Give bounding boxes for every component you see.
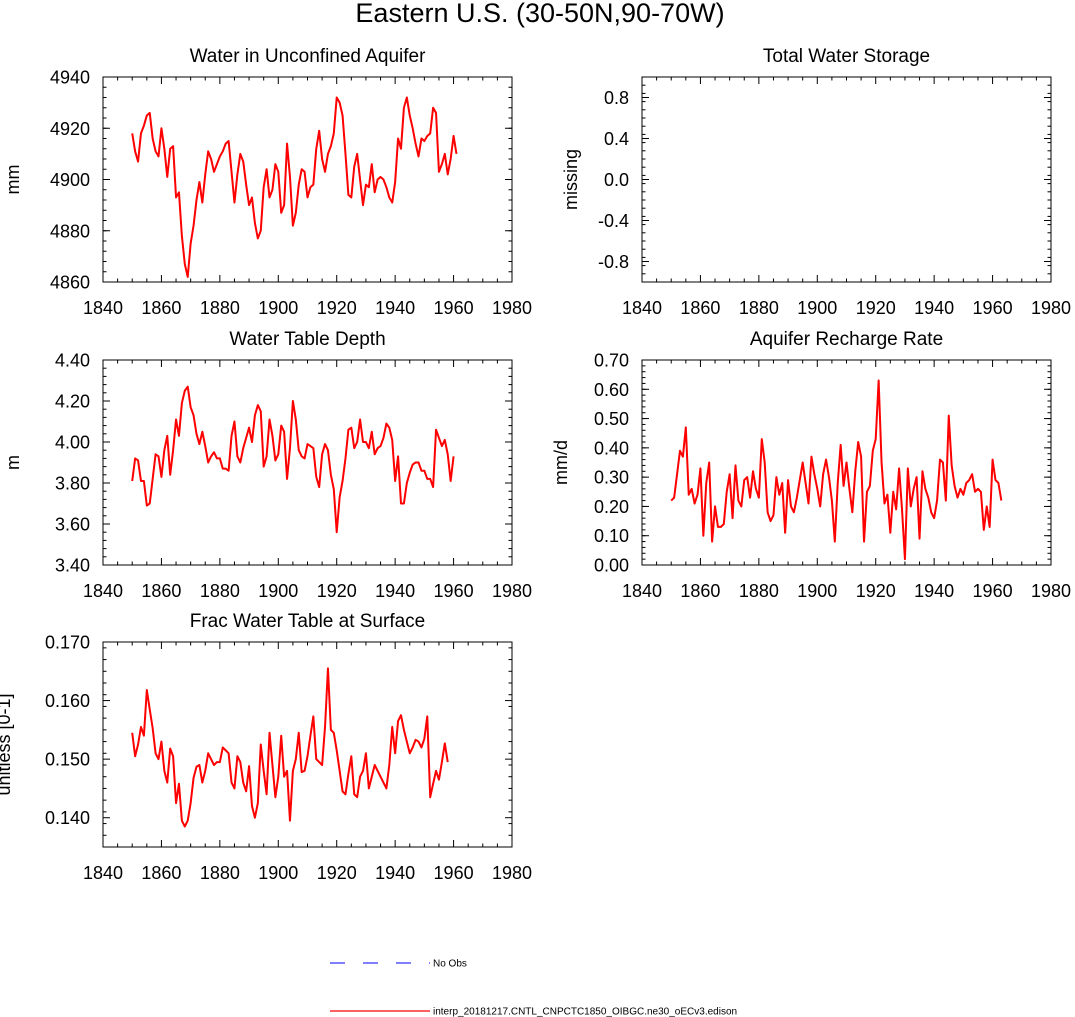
legend-model-label: interp_20181217.CNTL_CNPCTC1850_OIBGC.ne… [433, 1007, 737, 1017]
plot-frame [102, 641, 513, 848]
x-tick-label: 1920 [317, 581, 357, 601]
x-tick-label: 1840 [83, 581, 123, 601]
x-tick-label: 1960 [973, 298, 1013, 318]
panel-title: Water in Unconfined Aquifer [190, 46, 427, 67]
x-tick-label: 1980 [492, 298, 532, 318]
panel-title: Frac Water Table at Surface [190, 611, 426, 632]
x-tick-label: 1900 [797, 581, 837, 601]
plot-frame [641, 76, 1052, 283]
y-tick-label: 4920 [50, 119, 90, 139]
panel-water-in-unconfined-aquifer: Water in Unconfined Aquifer 1840 1860 1880 1… [3, 46, 532, 318]
y-tick-label: 0.20 [594, 497, 629, 517]
y-tick-label: 4860 [50, 273, 90, 293]
y-tick-label: 0.0 [604, 170, 629, 190]
x-tick-label: 1860 [680, 581, 720, 601]
legend: No Obs interp_20181217.CNTL_CNPCTC1850_O… [330, 959, 737, 1017]
panel-title: Water Table Depth [229, 329, 385, 350]
y-tick-label: -0.4 [598, 211, 629, 231]
y-axis-label: mm/d [551, 440, 571, 485]
y-tick-label: 0.160 [45, 691, 90, 711]
y-tick-label: 0.10 [594, 526, 629, 546]
panel-water-table-depth: Water Table Depth 1840 1860 1880 1900 1920 194… [3, 329, 532, 601]
y-tick-label: 0.60 [594, 380, 629, 400]
plot-frame [102, 359, 513, 566]
x-tick-label: 1940 [914, 298, 954, 318]
y-tick-label: 0.170 [45, 633, 90, 653]
y-tick-label: 4900 [50, 170, 90, 190]
x-tick-label: 1860 [141, 581, 181, 601]
panel-title: Aquifer Recharge Rate [750, 329, 943, 350]
y-axis-label: m [3, 455, 23, 470]
y-tick-label: 0.40 [594, 438, 629, 458]
panels: Water in Unconfined Aquifer 1840 1860 1880 1… [0, 46, 1071, 883]
x-tick-label: 1920 [856, 581, 896, 601]
x-tick-label: 1980 [1031, 298, 1071, 318]
x-tick-label: 1880 [200, 298, 240, 318]
x-tick-label: 1880 [739, 581, 779, 601]
y-axis-label: unitless [0-1] [0, 693, 14, 795]
x-tick-label: 1840 [83, 298, 123, 318]
series-line-model [131, 96, 458, 278]
x-tick-label: 1980 [492, 581, 532, 601]
y-tick-label: 0.30 [594, 468, 629, 488]
y-tick-label: 0.150 [45, 750, 90, 770]
y-tick-label: 0.50 [594, 409, 629, 429]
x-tick-label: 1920 [317, 298, 357, 318]
y-tick-label: 0.8 [604, 88, 629, 108]
x-tick-label: 1880 [739, 298, 779, 318]
x-tick-label: 1840 [83, 863, 123, 883]
y-axis-label: missing [561, 149, 581, 210]
panel-total-water-storage: Total Water Storage 1840 1860 1880 1900 1920 1… [561, 46, 1071, 318]
x-tick-label: 1940 [914, 581, 954, 601]
x-tick-label: 1860 [680, 298, 720, 318]
y-tick-label: 0.140 [45, 808, 90, 828]
panel-frac-water-table-at-surface: Frac Water Table at Surface 1840 1860 1880 1… [0, 611, 532, 883]
x-tick-label: 1880 [200, 863, 240, 883]
y-tick-label: 4.20 [55, 392, 90, 412]
x-tick-label: 1920 [856, 298, 896, 318]
x-tick-label: 1940 [375, 298, 415, 318]
x-tick-label: 1980 [492, 863, 532, 883]
y-tick-label: 0.4 [604, 129, 629, 149]
x-tick-label: 1940 [375, 581, 415, 601]
y-tick-label: 3.80 [55, 474, 90, 494]
x-tick-label: 1840 [622, 298, 662, 318]
y-tick-label: -0.8 [598, 252, 629, 272]
y-tick-label: 3.60 [55, 515, 90, 535]
x-tick-label: 1940 [375, 863, 415, 883]
series-line-model [131, 667, 449, 828]
y-tick-label: 4880 [50, 221, 90, 241]
x-tick-label: 1920 [317, 863, 357, 883]
x-tick-label: 1960 [434, 298, 474, 318]
series-line-model [670, 379, 1003, 561]
suptitle: Eastern U.S. (30-50N,90-70W) [355, 0, 724, 28]
y-tick-label: 0.70 [594, 351, 629, 371]
x-tick-label: 1960 [434, 863, 474, 883]
y-tick-label: 4.00 [55, 433, 90, 453]
x-tick-label: 1900 [258, 298, 298, 318]
x-tick-label: 1900 [258, 863, 298, 883]
panel-title: Total Water Storage [763, 46, 930, 67]
y-tick-label: 4.40 [55, 351, 90, 371]
x-tick-label: 1900 [258, 581, 298, 601]
plot-frame [102, 76, 513, 283]
x-tick-label: 1900 [797, 298, 837, 318]
panel-aquifer-recharge-rate: Aquifer Recharge Rate 1840 1860 1880 1900 192… [551, 329, 1071, 601]
series-line-model [131, 385, 455, 534]
x-tick-label: 1860 [141, 298, 181, 318]
y-tick-label: 3.40 [55, 556, 90, 576]
x-tick-label: 1960 [434, 581, 474, 601]
y-tick-label: 0.00 [594, 556, 629, 576]
x-tick-label: 1960 [973, 581, 1013, 601]
y-axis-label: mm [3, 165, 23, 195]
y-tick-label: 4940 [50, 68, 90, 88]
x-tick-label: 1840 [622, 581, 662, 601]
x-tick-label: 1980 [1031, 581, 1071, 601]
legend-obs-label: No Obs [433, 959, 467, 970]
x-tick-label: 1880 [200, 581, 240, 601]
x-tick-label: 1860 [141, 863, 181, 883]
